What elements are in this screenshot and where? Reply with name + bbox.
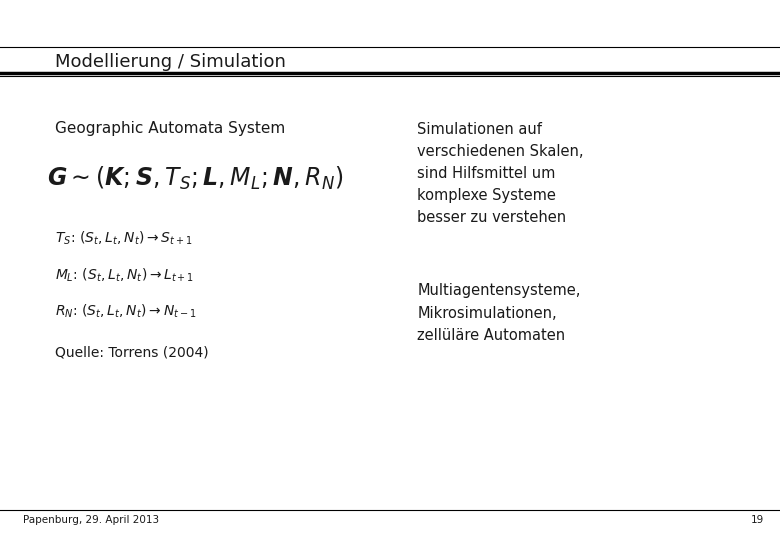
Text: Multiagentensysteme,
Mikrosimulationen,
zellüläre Automaten: Multiagentensysteme, Mikrosimulationen, … [417, 284, 580, 343]
Text: Geographic Automata System: Geographic Automata System [55, 122, 285, 137]
Text: $\boldsymbol{G} \sim (\boldsymbol{K}; \boldsymbol{S}, \boldsymbol{T_S}; \boldsym: $\boldsymbol{G} \sim (\boldsymbol{K}; \b… [47, 165, 343, 192]
Text: Modellierung / Simulation: Modellierung / Simulation [55, 53, 285, 71]
Text: $\boldsymbol{M_L}$: $(S_t, L_t, N_t) \rightarrow L_{t+1}$: $\boldsymbol{M_L}$: $(S_t, L_t, N_t) \ri… [55, 266, 193, 284]
Text: 19: 19 [751, 515, 764, 525]
Text: Papenburg, 29. April 2013: Papenburg, 29. April 2013 [23, 515, 160, 525]
Text: $\boldsymbol{R_N}$: $(S_t, L_t, N_t) \rightarrow N_{t-1}$: $\boldsymbol{R_N}$: $(S_t, L_t, N_t) \ri… [55, 303, 196, 320]
Text: Simulationen auf
verschiedenen Skalen,
sind Hilfsmittel um
komplexe Systeme
bess: Simulationen auf verschiedenen Skalen, s… [417, 122, 583, 225]
Text: $\boldsymbol{T_S}$: $(S_t, L_t, N_t) \rightarrow S_{t+1}$: $\boldsymbol{T_S}$: $(S_t, L_t, N_t) \ri… [55, 230, 192, 247]
Text: Quelle: Torrens (2004): Quelle: Torrens (2004) [55, 345, 208, 359]
